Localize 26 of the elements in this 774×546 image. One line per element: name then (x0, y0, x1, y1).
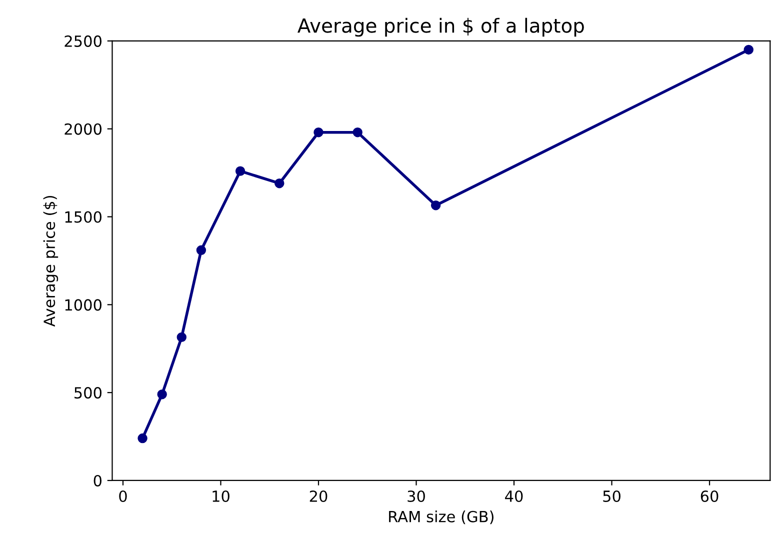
x-tick-label: 60 (700, 490, 718, 502)
y-tick-label: 2000 (64, 123, 102, 135)
point (138, 433, 148, 444)
point (157, 389, 167, 400)
x-tick-label: 30 (408, 490, 425, 502)
x-tick-label: 50 (603, 490, 620, 502)
x-tick-label: 10 (212, 490, 230, 502)
y-tick-label: 500 (74, 387, 102, 399)
y-tick-label: 1000 (65, 299, 102, 311)
point (352, 128, 362, 138)
point (274, 178, 284, 188)
x-tick-label: 0 (119, 490, 127, 502)
point (744, 44, 754, 55)
point (235, 166, 246, 176)
point (176, 332, 186, 342)
point (430, 200, 441, 210)
x-axis-title: RAM size (GB) (389, 510, 494, 524)
y-axis-title: Average price ($) (43, 196, 58, 327)
y-tick-label: 0 (94, 474, 102, 486)
y-tick-label: 2500 (64, 35, 102, 47)
point (196, 245, 206, 256)
x-tick-label: 20 (310, 490, 328, 502)
point (314, 128, 324, 138)
y-tick-label: 1500 (65, 211, 102, 223)
chart-title: Average price in $ of a laptop (298, 18, 584, 37)
x-tick-label: 40 (505, 490, 523, 502)
